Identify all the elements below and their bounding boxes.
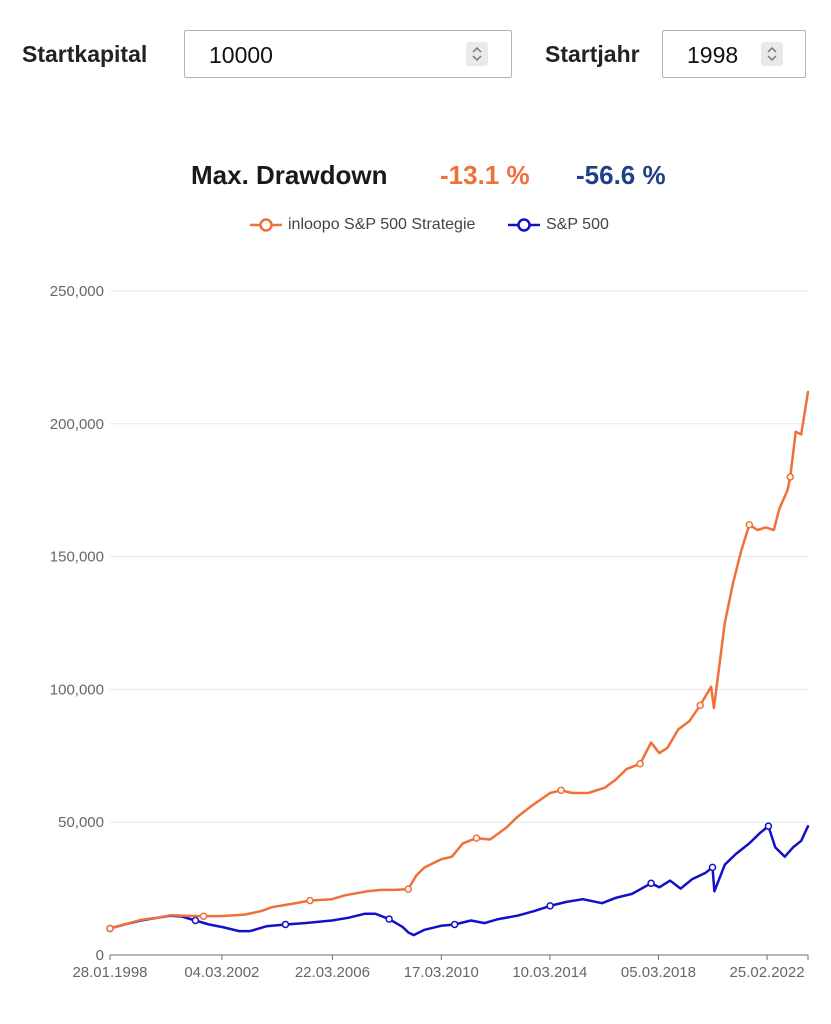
strategy-series-line (108, 390, 810, 930)
strategy-data-point[interactable] (786, 473, 795, 481)
y-tick-label: 150,000 (50, 549, 104, 566)
grid-lines (110, 290, 808, 823)
startjahr-value: 1998 (687, 42, 739, 68)
strategy-drawdown-value: -13.1 % (440, 160, 530, 190)
strategy-data-point[interactable] (306, 896, 314, 905)
series-lines (106, 390, 810, 937)
sp500-data-point[interactable] (647, 879, 655, 888)
strategy-data-point[interactable] (404, 885, 412, 893)
startkapital-input[interactable]: 10000 (184, 30, 512, 78)
y-axis-ticks: 0 50,000 100,000 150,000 200,000 250,000 (50, 283, 104, 964)
sp500-data-point[interactable] (385, 915, 393, 923)
sp500-data-point[interactable] (191, 916, 200, 925)
startkapital-spinner-icon[interactable] (466, 42, 488, 66)
strategy-data-point[interactable] (745, 520, 754, 529)
sp500-series-line (108, 824, 810, 937)
sp500-data-point[interactable] (450, 920, 459, 929)
x-tick-label: 25.02.2022 (730, 964, 805, 981)
strategy-data-point[interactable] (557, 786, 565, 795)
line-chart: 0 50,000 100,000 150,000 200,000 250,000 28.0… (50, 283, 810, 981)
x-axis: 28.01.1998 04.03.2002 22.03.2006 17.03.2010… (72, 954, 809, 981)
sp500-data-point[interactable] (708, 863, 717, 872)
max-drawdown-label: Max. Drawdown (191, 160, 388, 190)
x-tick-label: 22.03.2006 (295, 964, 370, 981)
x-tick-label: 28.01.1998 (72, 964, 147, 981)
sp500-legend-marker-icon (508, 218, 540, 232)
startjahr-input[interactable]: 1998 (662, 30, 806, 78)
strategy-data-point[interactable] (472, 834, 481, 842)
strategy-legend-marker-icon (250, 218, 282, 232)
strategy-data-point[interactable] (106, 924, 114, 933)
legend-label-strategy: inloopo S&P 500 Strategie (288, 216, 476, 233)
startkapital-label: Startkapital (22, 41, 148, 67)
startjahr-spinner-icon[interactable] (761, 42, 783, 66)
y-tick-label: 0 (96, 947, 104, 964)
strategy-data-point[interactable] (636, 760, 644, 768)
sp500-data-point[interactable] (546, 902, 554, 910)
y-tick-label: 50,000 (58, 814, 104, 831)
x-tick-label: 04.03.2002 (184, 964, 259, 981)
sp500-drawdown-value: -56.6 % (576, 160, 666, 190)
x-tick-label: 17.03.2010 (404, 964, 479, 981)
sp500-data-point[interactable] (764, 822, 773, 830)
y-tick-label: 100,000 (50, 681, 104, 698)
strategy-data-point[interactable] (199, 912, 208, 920)
startjahr-label: Startjahr (545, 41, 640, 67)
y-tick-label: 250,000 (50, 283, 104, 300)
x-tick-label: 10.03.2014 (512, 964, 587, 981)
sp500-data-point[interactable] (281, 920, 290, 929)
strategy-data-point[interactable] (696, 701, 704, 710)
legend-label-sp500: S&P 500 (546, 216, 609, 233)
x-tick-label: 05.03.2018 (621, 964, 696, 981)
y-tick-label: 200,000 (50, 416, 104, 433)
startkapital-value: 10000 (209, 42, 273, 68)
